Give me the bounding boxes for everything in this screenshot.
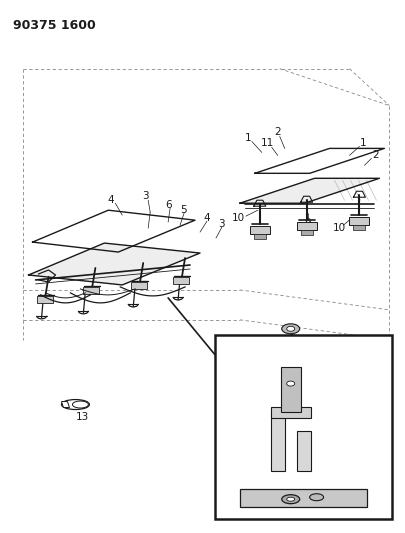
Bar [239,489,367,507]
Ellipse shape [286,381,294,386]
Text: 3: 3 [141,191,148,201]
Bar [214,335,391,519]
Text: 2: 2 [274,127,280,138]
Text: 7: 7 [366,350,373,360]
Bar [249,226,269,234]
Text: 4: 4 [203,213,210,223]
Polygon shape [61,401,69,408]
Bar [296,431,310,471]
Polygon shape [32,210,194,252]
Text: 2: 2 [371,150,378,160]
Text: 4: 4 [107,195,113,205]
Text: 11: 11 [260,139,274,148]
Bar [280,367,300,411]
Bar [296,222,316,230]
Bar [131,282,147,289]
Ellipse shape [61,400,89,409]
Text: 3: 3 [218,219,225,229]
Ellipse shape [281,324,299,334]
Text: 9: 9 [304,218,310,228]
Bar [270,407,310,418]
Bar [300,230,312,235]
Text: 10: 10 [231,213,244,223]
Bar [270,411,284,471]
Bar [36,296,52,303]
Text: 8: 8 [366,502,373,512]
Bar [349,217,369,225]
Bar [83,287,99,294]
Ellipse shape [281,495,299,504]
Bar [353,225,364,230]
Text: 1: 1 [359,139,366,148]
Text: 6: 6 [164,200,171,210]
Polygon shape [239,179,378,203]
Text: 1: 1 [244,133,251,143]
Ellipse shape [309,494,323,500]
Polygon shape [28,243,200,285]
Ellipse shape [286,497,294,501]
Ellipse shape [286,326,294,332]
Bar [173,277,189,284]
Polygon shape [254,148,384,173]
Text: 90375 1600: 90375 1600 [13,19,95,32]
Ellipse shape [72,401,88,408]
Text: 10: 10 [332,223,345,233]
Text: 12: 12 [236,499,249,509]
Text: 13: 13 [76,413,89,423]
Bar [253,234,265,239]
Text: 5: 5 [179,205,186,215]
